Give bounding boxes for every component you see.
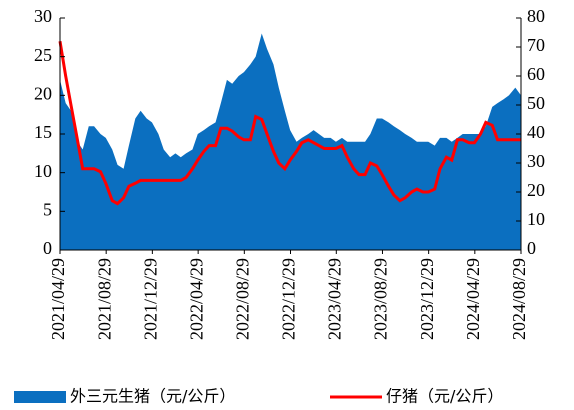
x-tick-label: 2022/04/29 [186,258,206,340]
line [58,40,521,206]
y-tick-label: 20 [34,83,52,103]
x-tick-label: 2021/08/29 [94,258,114,340]
y2-tick-label: 30 [527,151,545,171]
x-tick-label: 2021/04/29 [48,258,68,340]
y2-tick-label: 60 [527,64,545,84]
x-tick-label: 2024/04/29 [463,258,483,340]
y2-tick-label: 50 [527,93,545,113]
y2-tick-label: 10 [527,209,545,229]
x-tick-label: 2023/08/29 [371,258,391,340]
legend-label: 仔猪（元/公斤） [386,387,503,406]
x-tick-label: 2021/12/29 [140,258,160,340]
y-tick-label: 5 [43,199,52,219]
legend-swatch [14,391,66,403]
x-tick-label: 2023/04/29 [324,258,344,340]
y-tick-label: 0 [43,238,52,258]
x-tick-label: 2022/08/29 [232,258,252,340]
y-tick-label: 30 [34,6,52,26]
y-tick-label: 25 [34,45,52,65]
y2-tick-label: 20 [527,180,545,200]
x-tick-label: 2023/12/29 [417,258,437,340]
y2-tick-label: 0 [527,238,536,258]
y2-tick-label: 70 [527,35,545,55]
x-tick-label: 2022/12/29 [279,258,299,340]
y-tick-label: 15 [34,122,52,142]
x-tick-label: 2024/08/29 [509,258,529,340]
legend-label: 外三元生猪（元/公斤） [70,387,235,406]
area [60,33,521,250]
y2-tick-label: 40 [527,122,545,142]
y2-tick-label: 80 [527,6,545,26]
y-tick-label: 10 [34,161,52,181]
